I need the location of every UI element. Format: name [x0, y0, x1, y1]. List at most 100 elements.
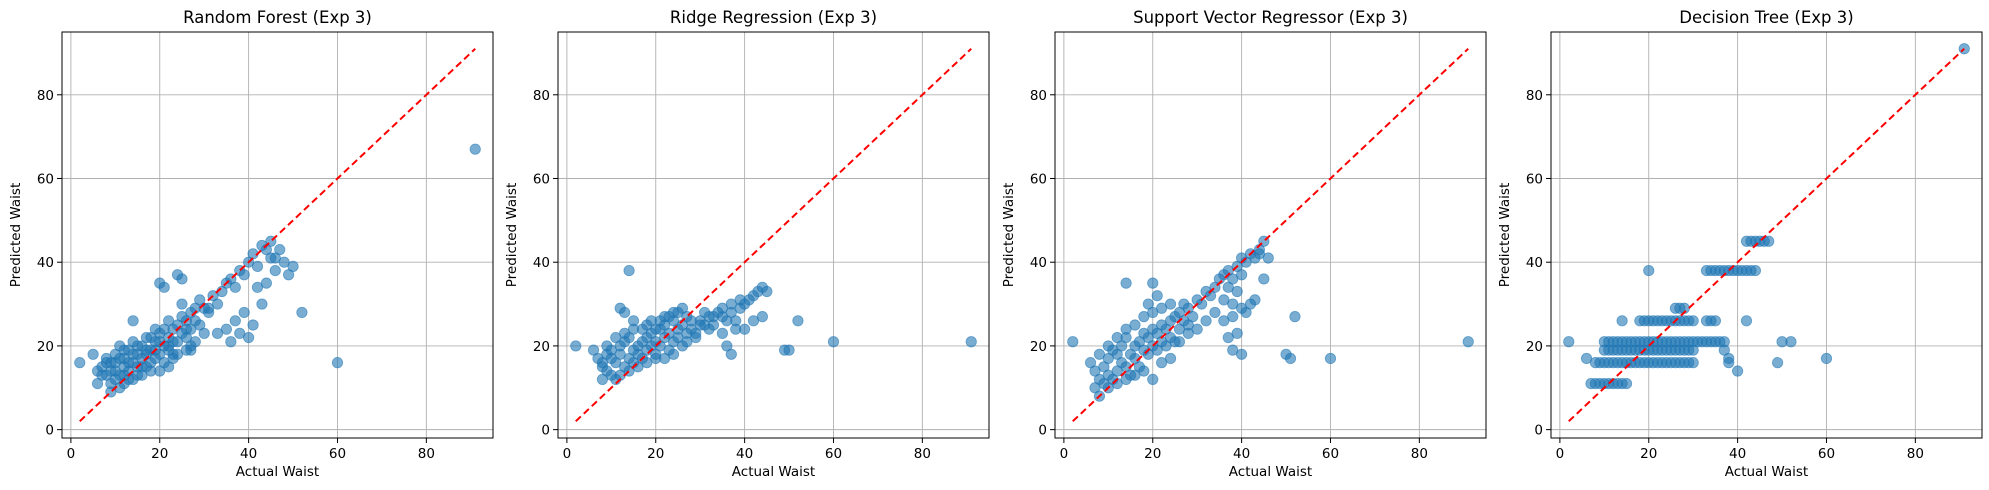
scatter-point: [1820, 352, 1833, 365]
scatter-point: [1740, 315, 1753, 327]
y-tick-label: 0: [1534, 423, 1543, 439]
scatter-point: [1164, 352, 1177, 365]
chart-title: Ridge Regression (Exp 3): [670, 8, 877, 27]
y-tick-label: 20: [533, 339, 550, 355]
chart-panel-3: 0 20 40 60 80 0 20 40 60 80 Support Vector Regress…: [1001, 8, 1487, 480]
x-tick-label: 20: [1144, 446, 1161, 462]
scatter-point: [234, 327, 246, 339]
scatter-point: [1093, 348, 1106, 360]
scatter-point: [1227, 311, 1239, 323]
scatter-point: [672, 306, 684, 319]
scatter-point: [185, 340, 197, 352]
scatter-point: [256, 298, 268, 310]
y-tick-label: 60: [37, 171, 54, 187]
scatter-point: [783, 344, 795, 356]
x-tick-label: 0: [67, 446, 76, 462]
scatter-point: [1563, 336, 1575, 348]
chart-panel-1: 0 20 40 60 80 0 20 40 60 80 Random Forest (Exp 3) A…: [8, 8, 494, 480]
y-tick-label: 20: [1526, 339, 1543, 355]
y-tick-label: 0: [45, 423, 54, 439]
x-axis-label: Actual Waist: [732, 464, 815, 480]
scatter-point: [296, 306, 308, 319]
scatter-point: [725, 348, 737, 360]
scatter-point: [1785, 336, 1797, 348]
x-tick-label: 0: [1060, 446, 1069, 462]
scatter-point: [1102, 340, 1114, 352]
y-tick-label: 40: [37, 255, 54, 271]
y-tick-label: 20: [37, 339, 54, 355]
scatter-point: [570, 340, 582, 352]
scatter-point: [690, 327, 702, 339]
scatter-point: [1643, 264, 1655, 277]
y-tick-label: 40: [533, 255, 550, 271]
scatter-point: [1620, 377, 1633, 390]
y-tick-label: 40: [1030, 255, 1047, 271]
scatter-point: [180, 323, 193, 335]
scatter-point: [238, 269, 250, 281]
scatter-point: [229, 281, 241, 293]
scatter-point: [194, 294, 206, 306]
x-tick-label: 40: [1729, 446, 1746, 462]
chart-title: Decision Tree (Exp 3): [1679, 8, 1853, 27]
scatter-point: [1200, 315, 1212, 327]
x-axis-label: Actual Waist: [1229, 464, 1312, 480]
scatter-point: [1616, 315, 1628, 327]
y-tick-label: 60: [533, 171, 550, 187]
scatter-point: [1687, 315, 1699, 327]
x-tick-label: 80: [914, 446, 931, 462]
scatter-point: [469, 143, 481, 155]
y-axis-label: Predicted Waist: [1497, 183, 1513, 288]
scatter-point: [619, 306, 631, 319]
scatter-point: [87, 348, 99, 360]
scatter-point: [1129, 319, 1141, 331]
scatter-point: [225, 336, 237, 348]
scatter-point: [601, 340, 613, 352]
x-tick-label: 0: [563, 446, 572, 462]
scatter-point: [145, 365, 157, 377]
scatter-point: [238, 306, 250, 319]
scatter-point: [1138, 365, 1150, 377]
scatter-point: [251, 260, 264, 272]
y-tick-label: 60: [1526, 171, 1543, 187]
scatter-point: [716, 327, 729, 339]
y-tick-label: 40: [1526, 255, 1543, 271]
scatter-point: [1284, 352, 1297, 365]
scatter-point: [229, 315, 241, 327]
axes-frame: [1054, 31, 1487, 439]
y-tick-label: 20: [1030, 339, 1047, 355]
scatter-point: [269, 264, 281, 277]
scatter-point: [127, 315, 139, 327]
y-tick-label: 60: [1030, 171, 1047, 187]
scatter-point: [1164, 298, 1177, 310]
reference-line: [79, 48, 476, 422]
y-tick-label: 80: [1526, 88, 1543, 104]
scatter-point: [1772, 357, 1784, 369]
scatter-point: [1147, 277, 1159, 289]
y-axis-label: Predicted Waist: [1001, 183, 1017, 288]
scatter-point: [792, 315, 804, 327]
scatter-point: [167, 352, 179, 365]
scatter-point: [176, 298, 188, 310]
scatter-point: [1120, 277, 1132, 289]
scatter-point: [1289, 311, 1301, 323]
scatter-point: [1111, 331, 1123, 344]
scatter-point: [1749, 264, 1761, 277]
x-tick-label: 20: [647, 446, 664, 462]
x-tick-label: 60: [1322, 446, 1339, 462]
scatter-point: [1236, 269, 1248, 281]
scatter-point: [74, 357, 86, 369]
scatter-point: [158, 323, 170, 335]
scatter-point: [681, 336, 693, 348]
scatter-point: [1173, 336, 1186, 348]
scatter-point: [131, 340, 144, 352]
scatter-point: [1187, 311, 1199, 323]
reference-line: [1568, 48, 1965, 422]
reference-line: [1072, 48, 1469, 422]
scatter-point: [667, 348, 680, 360]
scatter-point: [1151, 290, 1163, 302]
axes-frame: [61, 31, 494, 439]
x-tick-label: 60: [1818, 446, 1835, 462]
scatter-point: [965, 336, 977, 348]
scatter-point: [1763, 235, 1775, 247]
